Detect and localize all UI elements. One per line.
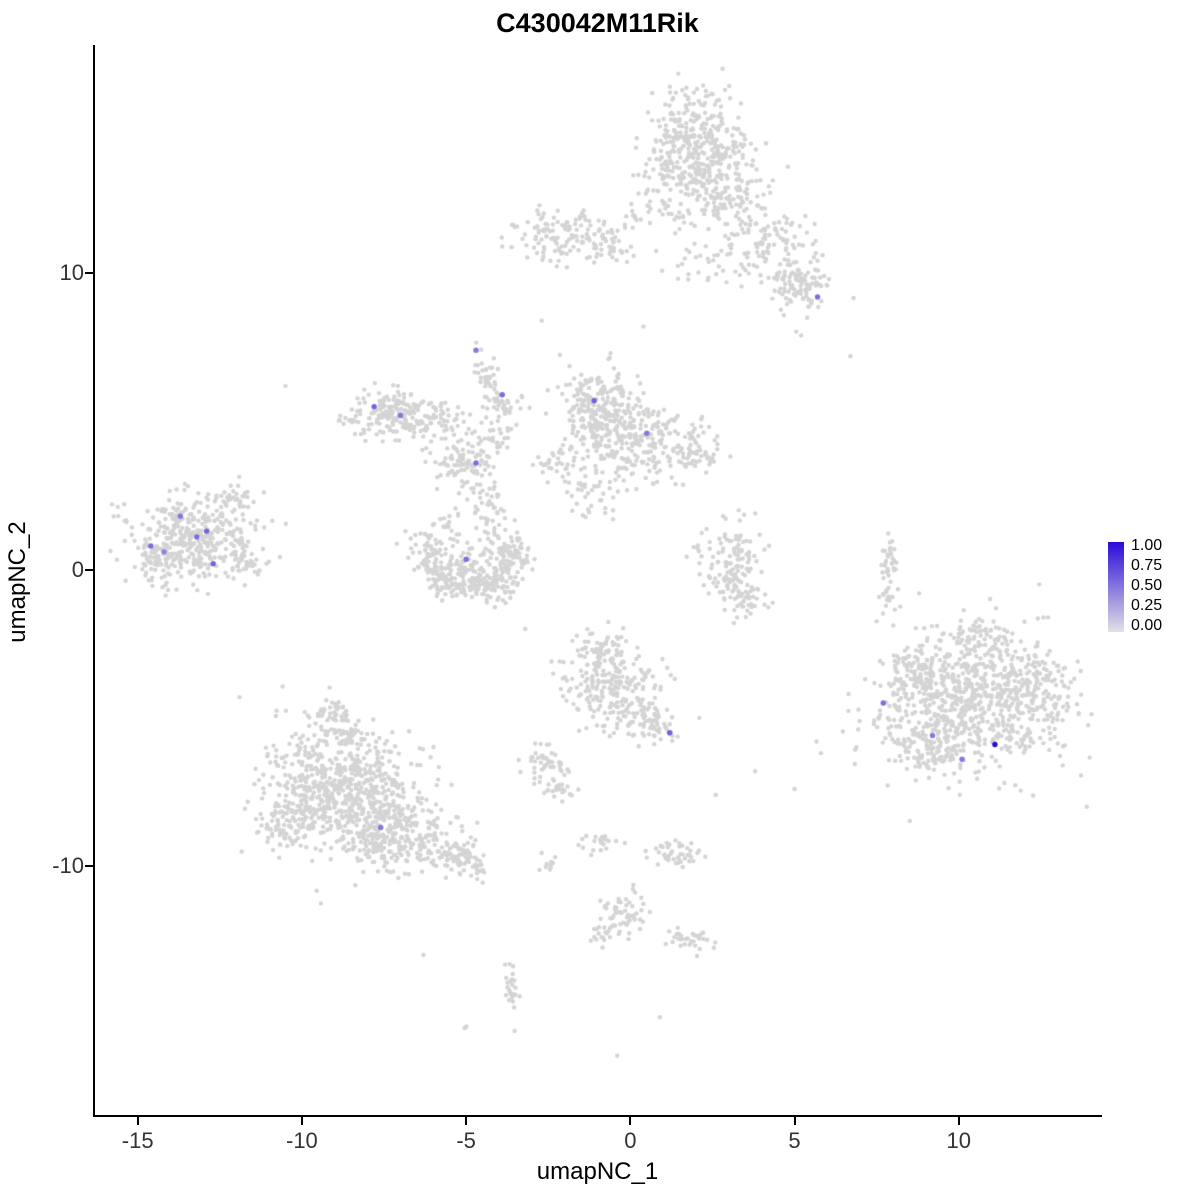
x-tick-mark xyxy=(629,1117,632,1125)
y-tick-mark xyxy=(85,568,93,571)
y-tick-label: 0 xyxy=(71,556,84,582)
x-tick-label: 5 xyxy=(788,1128,801,1153)
x-tick-label: -10 xyxy=(286,1128,318,1153)
x-axis-title: umapNC_1 xyxy=(536,1158,659,1185)
legend-tick-label: 0.50 xyxy=(1131,577,1163,594)
legend-tick-label: 1.00 xyxy=(1131,537,1163,554)
x-tick-mark xyxy=(300,1117,303,1125)
x-tick-label: -15 xyxy=(121,1128,154,1153)
y-tick-label: -10 xyxy=(52,853,84,879)
y-tick-mark xyxy=(85,272,93,275)
legend-gradient-bar xyxy=(1108,542,1124,632)
x-tick-mark xyxy=(465,1117,468,1125)
x-tick-label: 0 xyxy=(624,1128,637,1153)
x-tick-label: 10 xyxy=(946,1128,971,1153)
x-tick-mark xyxy=(136,1117,139,1125)
x-axis-line xyxy=(93,1115,1102,1117)
legend-tick-label: 0.75 xyxy=(1131,557,1163,574)
x-tick-mark xyxy=(957,1117,960,1125)
legend-tick-label: 0.00 xyxy=(1131,617,1163,634)
y-axis-line xyxy=(93,45,95,1117)
x-tick-label: -5 xyxy=(456,1128,476,1153)
legend-tick-label: 0.25 xyxy=(1131,597,1163,614)
x-tick-mark xyxy=(793,1117,796,1125)
y-axis-title: umapNC_2 xyxy=(4,521,31,643)
y-tick-label: 10 xyxy=(59,260,84,286)
y-tick-mark xyxy=(85,865,93,868)
